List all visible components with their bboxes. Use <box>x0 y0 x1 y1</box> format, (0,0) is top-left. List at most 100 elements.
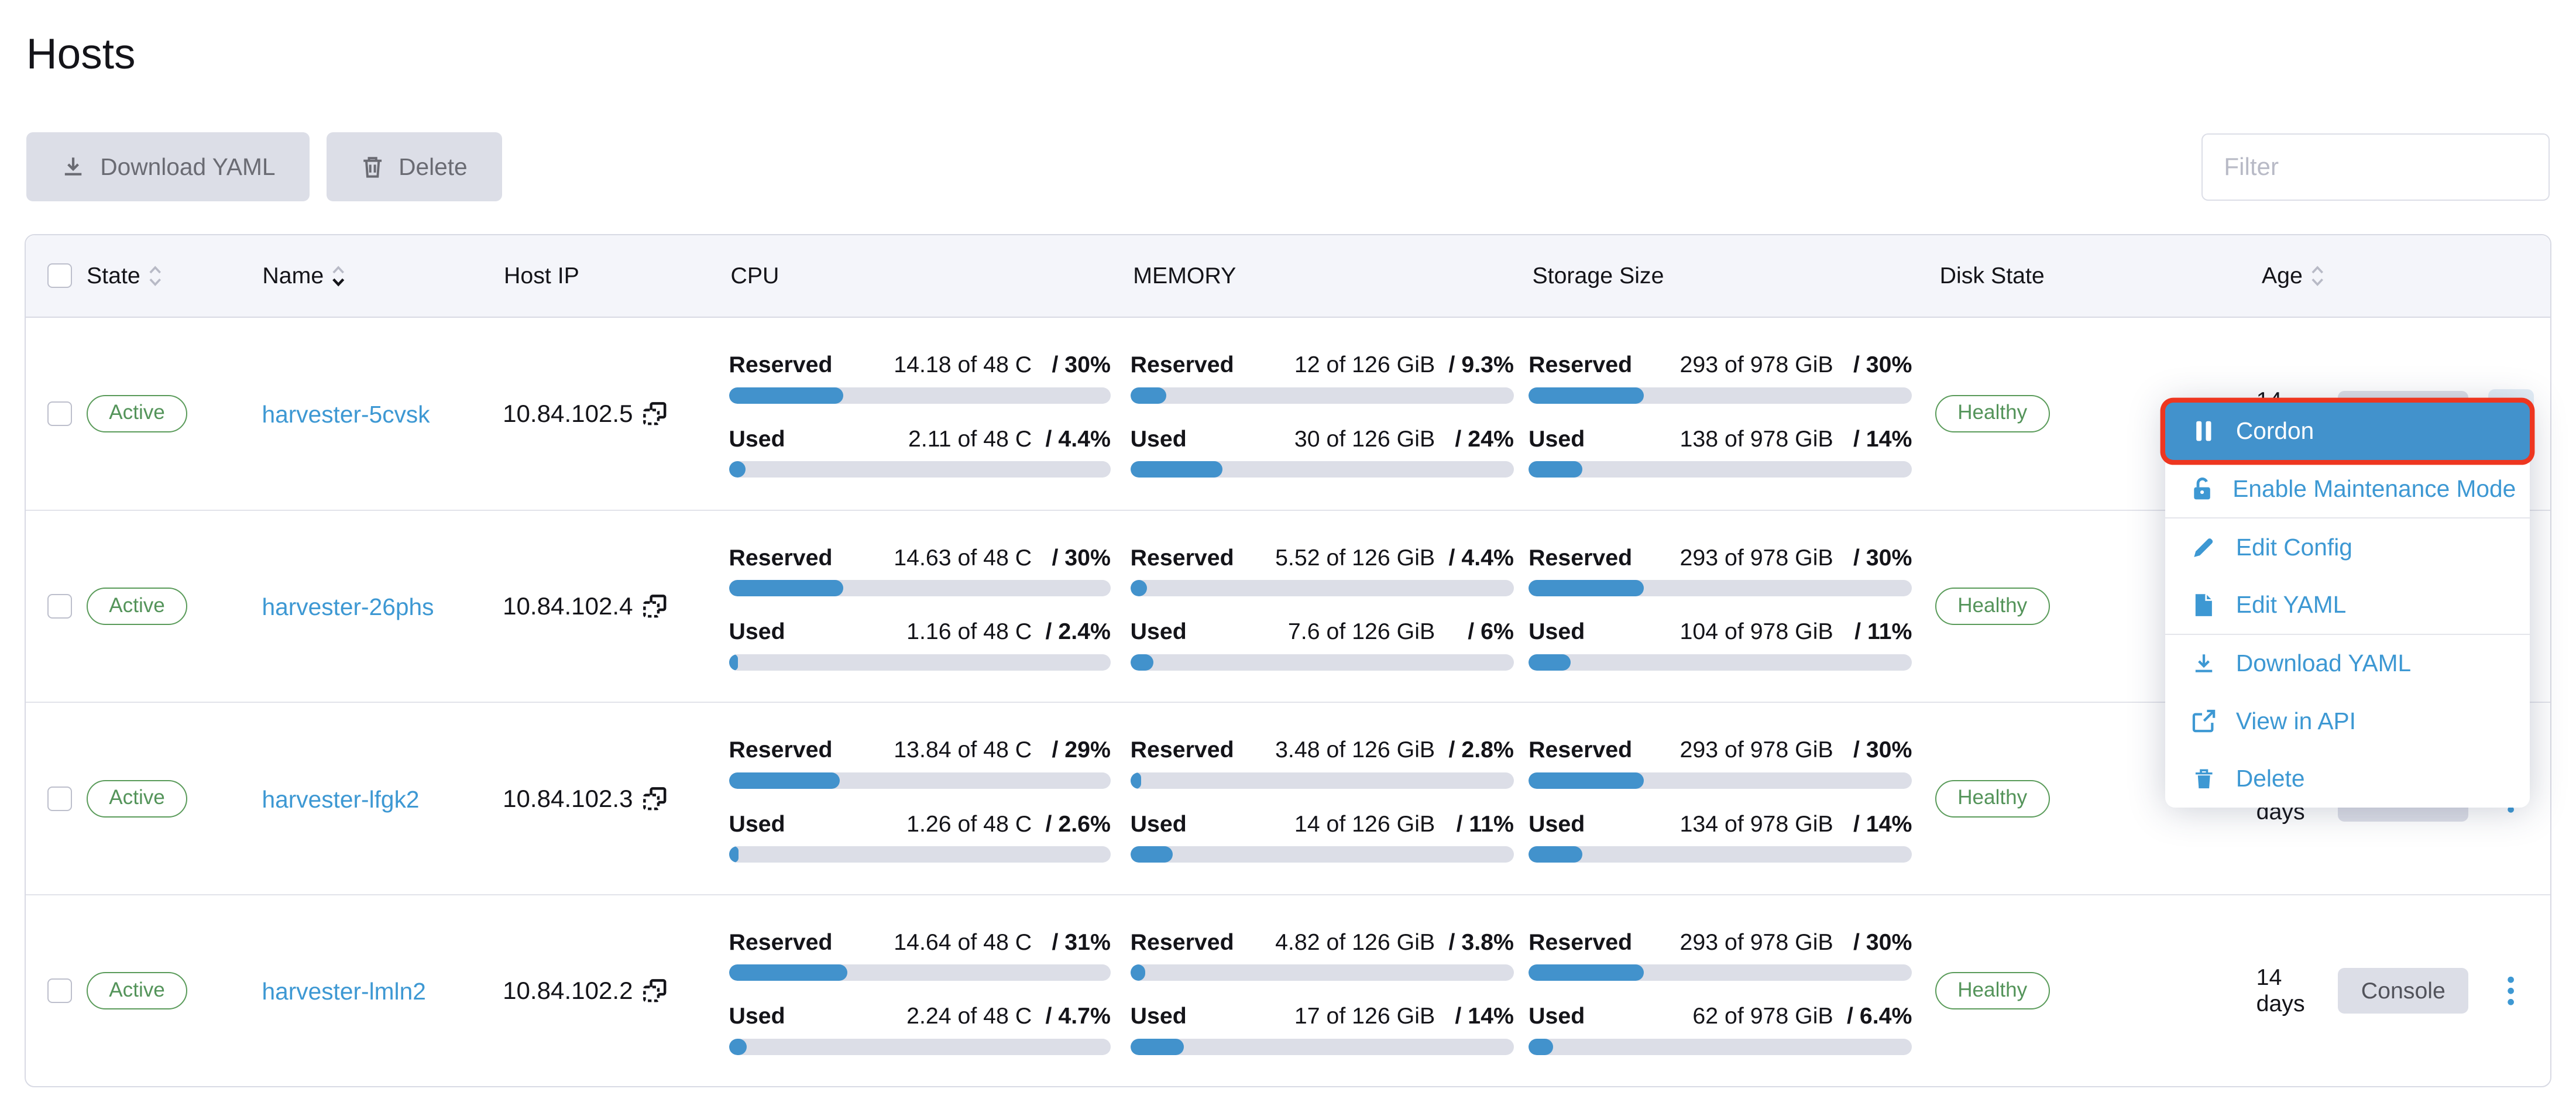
storage-metric: Reserved 293 of 978 GiB/ 30% Used 134 of 9… <box>1529 734 1912 863</box>
cpu-used-bar <box>729 461 1111 478</box>
delete-button-label: Delete <box>399 153 468 180</box>
header-select-all[interactable] <box>26 263 87 289</box>
memory-used-bar <box>1130 846 1514 863</box>
storage-metric: Reserved 293 of 978 GiB/ 30% Used 138 of 9… <box>1529 349 1912 478</box>
external-link-icon <box>2190 709 2218 733</box>
memory-used-pct: / 24% <box>1455 425 1514 452</box>
host-name-link[interactable]: harvester-lfgk2 <box>262 785 420 813</box>
storage-used-pct: / 14% <box>1853 810 1912 837</box>
cpu-reserved-pct: / 29% <box>1052 737 1111 763</box>
memory-metric: Reserved 4.82 of 126 GiB/ 3.8% Used 17 of … <box>1130 927 1514 1055</box>
download-icon <box>61 154 85 179</box>
cpu-used-pct: / 4.7% <box>1045 1003 1111 1029</box>
storage-used-value: 62 of 978 GiB <box>1692 1003 1833 1029</box>
menu-item-cordon[interactable]: Cordon <box>2165 402 2530 461</box>
header-age[interactable]: Age <box>2262 263 2550 289</box>
menu-item-edit-config[interactable]: Edit Config <box>2165 518 2530 576</box>
disk-state-badge: Healthy <box>1935 394 2050 432</box>
host-name-link[interactable]: harvester-26phs <box>262 593 434 621</box>
header-disk-state: Disk State <box>1939 262 2045 289</box>
download-yaml-button[interactable]: Download YAML <box>26 132 310 202</box>
row-actions-kebab-icon[interactable] <box>2488 966 2534 1015</box>
select-all-checkbox[interactable] <box>47 263 72 289</box>
header-state[interactable]: State <box>87 263 262 289</box>
cpu-reserved-value: 14.63 of 48 C <box>894 544 1032 571</box>
cpu-metric: Reserved 14.64 of 48 C/ 31% Used 2.24 of 4… <box>729 927 1111 1055</box>
memory-used-value: 14 of 126 GiB <box>1294 810 1435 837</box>
cpu-reserved-pct: / 30% <box>1052 352 1111 378</box>
state-badge: Active <box>86 972 188 1009</box>
menu-item-view-in-api[interactable]: View in API <box>2165 692 2530 750</box>
cpu-used-pct: / 4.4% <box>1045 425 1111 452</box>
table-header-row: State Name Host IP CPU MEMORY Storage Si… <box>26 235 2550 318</box>
storage-used-bar <box>1529 1038 1912 1055</box>
disk-state-badge: Healthy <box>1935 779 2050 818</box>
storage-reserved-bar <box>1529 964 1912 981</box>
host-name-link[interactable]: harvester-lmln2 <box>262 978 426 1005</box>
memory-reserved-pct: / 9.3% <box>1448 352 1514 378</box>
copy-icon[interactable] <box>643 594 667 619</box>
delete-button[interactable]: Delete <box>326 132 502 202</box>
console-button[interactable]: Console <box>2338 967 2469 1014</box>
storage-used-bar <box>1529 461 1912 478</box>
age-value: 14 days <box>2256 964 2305 1017</box>
storage-used-bar <box>1529 846 1912 863</box>
sort-icon-name-desc-active[interactable] <box>332 265 345 287</box>
cpu-metric: Reserved 14.63 of 48 C/ 30% Used 1.16 of 4… <box>729 542 1111 671</box>
table-body: Active harvester-5cvsk 10.84.102.5 Reser… <box>26 317 2550 1087</box>
memory-reserved-pct: / 2.8% <box>1448 737 1514 763</box>
row-checkbox[interactable] <box>47 978 72 1004</box>
table-row: Active harvester-lmln2 10.84.102.2 Reser… <box>26 894 2550 1087</box>
copy-icon[interactable] <box>643 787 667 811</box>
menu-item-edit-yaml[interactable]: Edit YAML <box>2165 576 2530 634</box>
state-badge: Active <box>86 588 188 626</box>
table-row: Active harvester-lfgk2 10.84.102.3 Reser… <box>26 702 2550 894</box>
storage-metric: Reserved 293 of 978 GiB/ 30% Used 62 of 97… <box>1529 927 1912 1055</box>
memory-reserved-bar <box>1130 964 1514 981</box>
cpu-reserved-value: 13.84 of 48 C <box>894 737 1032 763</box>
menu-item-download-yaml[interactable]: Download YAML <box>2165 635 2530 692</box>
cpu-reserved-bar <box>729 964 1111 981</box>
storage-reserved-bar <box>1529 772 1912 789</box>
trash-icon <box>361 154 384 179</box>
memory-used-value: 30 of 126 GiB <box>1294 425 1435 452</box>
sort-icon-age[interactable] <box>2311 265 2324 287</box>
filter-container <box>2201 133 2550 201</box>
cpu-reserved-value: 14.64 of 48 C <box>894 929 1032 955</box>
header-name[interactable]: Name <box>262 263 504 289</box>
storage-used-pct: / 14% <box>1853 425 1912 452</box>
row-checkbox[interactable] <box>47 401 72 426</box>
download-yaml-label: Download YAML <box>100 153 276 180</box>
state-badge: Active <box>86 779 188 818</box>
memory-reserved-bar <box>1130 772 1514 789</box>
download-icon <box>2190 651 2218 676</box>
file-icon <box>2190 593 2218 617</box>
host-name-link[interactable]: harvester-5cvsk <box>262 400 430 428</box>
row-checkbox[interactable] <box>47 786 72 811</box>
storage-reserved-value: 293 of 978 GiB <box>1679 544 1833 571</box>
memory-reserved-value: 5.52 of 126 GiB <box>1275 544 1435 571</box>
storage-used-value: 138 of 978 GiB <box>1679 425 1833 452</box>
storage-reserved-pct: / 30% <box>1853 352 1912 378</box>
unlock-icon <box>2190 476 2214 502</box>
host-ip-value: 10.84.102.4 <box>503 592 633 620</box>
memory-used-bar <box>1130 654 1514 671</box>
memory-used-pct: / 11% <box>1456 810 1514 837</box>
copy-icon[interactable] <box>643 401 667 426</box>
cpu-used-value: 1.26 of 48 C <box>906 810 1032 837</box>
filter-input[interactable] <box>2201 133 2550 201</box>
header-host-ip: Host IP <box>504 262 579 289</box>
table-row: Active harvester-5cvsk 10.84.102.5 Reser… <box>26 317 2550 510</box>
row-checkbox[interactable] <box>47 594 72 619</box>
storage-reserved-bar <box>1529 580 1912 597</box>
memory-metric: Reserved 3.48 of 126 GiB/ 2.8% Used 14 of … <box>1130 734 1514 863</box>
table-row: Active harvester-26phs 10.84.102.4 Reser… <box>26 510 2550 702</box>
copy-icon[interactable] <box>643 978 667 1003</box>
memory-reserved-pct: / 3.8% <box>1448 929 1514 955</box>
menu-item-delete[interactable]: Delete <box>2165 750 2530 807</box>
menu-item-enable-maintenance-mode[interactable]: Enable Maintenance Mode <box>2165 460 2530 517</box>
sort-icon-state[interactable] <box>149 265 162 287</box>
cpu-reserved-bar <box>729 772 1111 789</box>
memory-reserved-value: 3.48 of 126 GiB <box>1275 737 1435 763</box>
memory-metric: Reserved 12 of 126 GiB/ 9.3% Used 30 of 12… <box>1130 349 1514 478</box>
